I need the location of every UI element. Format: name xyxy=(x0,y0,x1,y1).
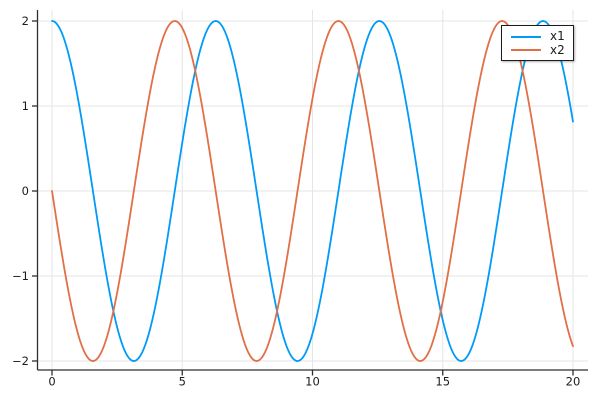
legend-label-x2: x2 xyxy=(550,42,565,57)
legend-line-swatch-x2 xyxy=(511,49,541,52)
y-tick-label: 1 xyxy=(22,99,29,113)
legend-line-swatch-x1 xyxy=(511,35,541,38)
x-tick-label: 20 xyxy=(566,375,581,389)
series-line-x2 xyxy=(51,20,574,362)
y-tick-label: 0 xyxy=(22,184,29,198)
y-tick-label: −2 xyxy=(12,354,29,368)
x-tick-label: 10 xyxy=(305,375,320,389)
legend: x1 x2 xyxy=(501,25,574,61)
legend-label-x1: x1 xyxy=(550,29,565,44)
y-tick-label: −1 xyxy=(12,269,29,283)
legend-item-x1: x1 xyxy=(511,30,565,43)
series-line-x1 xyxy=(51,20,574,362)
y-tick-label: 2 xyxy=(22,14,29,28)
x-tick-label: 15 xyxy=(435,375,450,389)
legend-item-x2: x2 xyxy=(511,42,565,57)
x-tick-label: 0 xyxy=(48,375,55,389)
x-tick-label: 5 xyxy=(179,375,186,389)
